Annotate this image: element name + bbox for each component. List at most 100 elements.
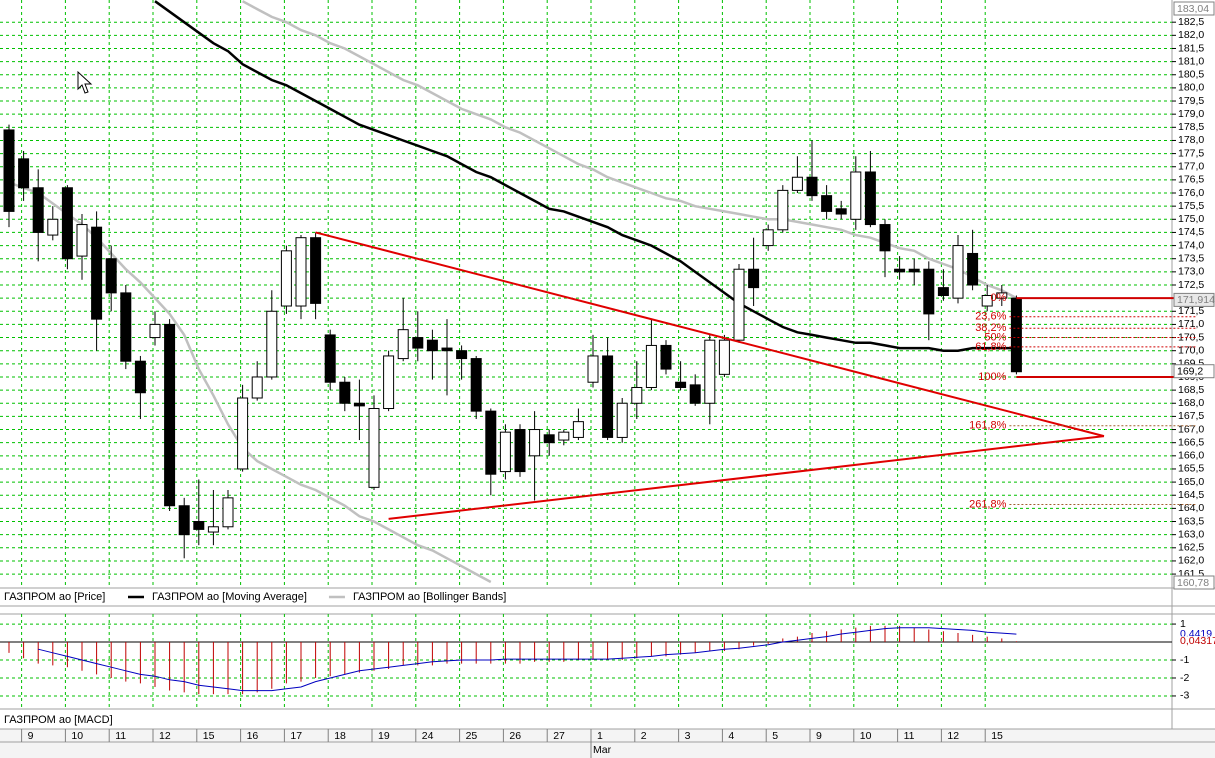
candle-body	[397, 329, 409, 360]
candle-body	[733, 268, 745, 341]
candle-body	[689, 384, 701, 404]
mouse-cursor	[77, 70, 93, 94]
price-box	[1173, 364, 1215, 379]
y-tick-label: 175,0	[1178, 213, 1204, 225]
candle-body	[120, 292, 132, 362]
x-tick-label: 5	[772, 730, 778, 742]
y-tick-label: 166,5	[1178, 436, 1204, 448]
y-tick-label: 174,0	[1178, 239, 1204, 251]
y-tick-label: 168,0	[1178, 397, 1204, 409]
y-tick-label: 179,5	[1178, 95, 1204, 107]
y-tick-label: 182,5	[1178, 16, 1204, 28]
candle-body	[572, 421, 584, 438]
fib-label: 0%	[990, 292, 1006, 304]
candle-body	[339, 381, 351, 404]
y-tick-label: 164,0	[1178, 502, 1204, 514]
y-tick-label: 178,0	[1178, 134, 1204, 146]
fib-label: 50%	[984, 331, 1006, 343]
candle-body	[821, 195, 833, 212]
price-box	[1173, 1, 1215, 16]
candle-body	[864, 171, 876, 226]
price-box	[1173, 292, 1215, 307]
candle-body	[499, 431, 511, 473]
y-tick-label: -1	[1180, 654, 1189, 666]
candle-body	[894, 268, 906, 273]
candle-body	[996, 292, 1008, 299]
candle-body	[543, 434, 555, 444]
value-box	[1178, 629, 1215, 640]
x-tick-label: 9	[816, 730, 822, 742]
fib-label: 100%	[978, 371, 1006, 383]
x-tick-label: 17	[290, 730, 302, 742]
trend-line	[388, 435, 1105, 520]
candle-body	[32, 187, 44, 233]
candle-body	[310, 237, 322, 304]
y-tick-label: 182,0	[1178, 29, 1204, 41]
x-tick-label: 10	[860, 730, 872, 742]
x-tick-label: 3	[685, 730, 691, 742]
candle-body	[616, 402, 628, 438]
y-tick-label: 177,5	[1178, 147, 1204, 159]
candle-body	[470, 358, 482, 412]
y-tick-label: 176,5	[1178, 174, 1204, 186]
candle-body	[908, 268, 920, 273]
candle-body	[514, 429, 526, 473]
candle-body	[383, 355, 395, 410]
candle-body	[222, 497, 234, 528]
legend-label: ГАЗПРОМ ао [Price]	[4, 591, 105, 603]
candle-body	[105, 258, 117, 294]
y-tick-label: 165,0	[1178, 476, 1204, 488]
y-tick-label: -2	[1180, 672, 1189, 684]
x-tick-label: 11	[904, 730, 915, 742]
price-panel	[0, 0, 1172, 588]
candle-body	[485, 410, 497, 475]
candle-body	[718, 339, 730, 375]
x-tick-label: 27	[553, 730, 565, 742]
fib-label: 61,8%	[975, 341, 1006, 353]
y-tick-label: 163,0	[1178, 528, 1204, 540]
candle-body	[412, 337, 424, 349]
candle-body	[675, 381, 687, 388]
candle-body	[324, 334, 336, 383]
candle-body	[981, 295, 993, 307]
fib-label: 38,2%	[975, 322, 1006, 334]
candle-body	[353, 402, 365, 407]
y-tick-label: 181,5	[1178, 42, 1204, 54]
price-box	[1173, 575, 1215, 590]
x-tick-label: 11	[115, 730, 126, 742]
y-tick-label: 164,5	[1178, 489, 1204, 501]
x-tick-label: 15	[203, 730, 215, 742]
x-tick-label: 4	[728, 730, 734, 742]
candle-body	[937, 287, 949, 297]
candle-body	[280, 250, 292, 307]
candle-body	[704, 339, 716, 404]
value-box	[1178, 636, 1215, 647]
candle-body	[456, 350, 468, 360]
x-tick-label: 12	[947, 730, 959, 742]
candle-body	[164, 323, 176, 507]
y-tick-label: 175,5	[1178, 200, 1204, 212]
y-tick-label: 168,5	[1178, 384, 1204, 396]
candle-body	[47, 218, 59, 236]
y-tick-label: 1	[1180, 618, 1186, 630]
y-tick-label: 173,0	[1178, 266, 1204, 278]
fib-label: 261,8%	[969, 498, 1007, 510]
y-tick-label: 180,5	[1178, 69, 1204, 81]
y-tick-label: 180,0	[1178, 82, 1204, 94]
fib-label: 23,6%	[975, 311, 1006, 323]
x-tick-label: 25	[466, 730, 478, 742]
candle-body	[791, 176, 803, 191]
candle-body	[660, 344, 672, 370]
price-label: 183,04	[1177, 3, 1209, 15]
x-tick-label: 15	[991, 730, 1003, 742]
candle-body	[76, 224, 88, 257]
fib-label: 161,8%	[969, 420, 1007, 432]
candle-body	[806, 176, 818, 197]
y-tick-label: 174,5	[1178, 226, 1204, 238]
legend-label: ГАЗПРОМ ао [Moving Average]	[152, 591, 307, 603]
candle-body	[850, 171, 862, 220]
candle-body	[835, 208, 847, 215]
candle-body	[879, 224, 891, 252]
y-tick-label: 179,0	[1178, 108, 1204, 120]
